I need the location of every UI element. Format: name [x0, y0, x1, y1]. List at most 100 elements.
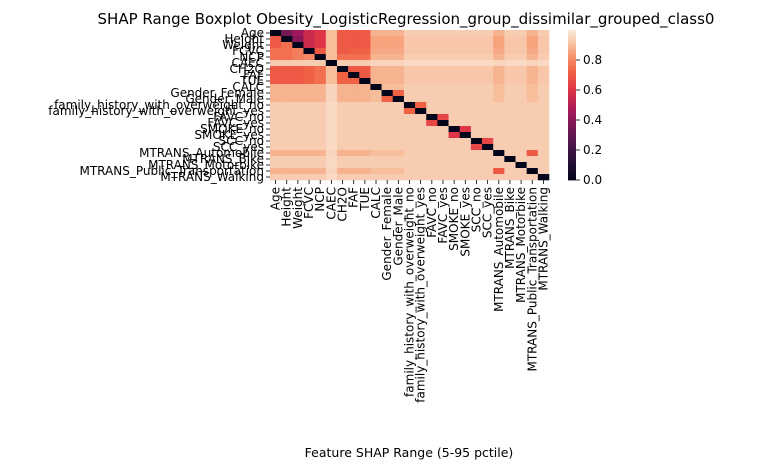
heatmap-cell — [459, 54, 472, 61]
heatmap-cell — [470, 108, 483, 115]
heatmap-cell — [381, 90, 394, 97]
colorbar-segment — [568, 95, 576, 98]
heatmap-cell — [515, 120, 527, 127]
heatmap-cell — [281, 96, 293, 103]
heatmap-cell — [426, 114, 438, 121]
heatmap-cell — [336, 102, 349, 109]
heatmap-cell — [370, 114, 382, 121]
heatmap-cell — [281, 78, 293, 85]
heatmap-cell — [325, 66, 338, 73]
heatmap-cell — [504, 78, 516, 85]
heatmap-cell — [281, 36, 293, 43]
heatmap-cell — [292, 30, 304, 37]
heatmap-cell — [504, 72, 516, 79]
heatmap-cell — [448, 168, 461, 175]
heatmap-cell — [325, 108, 338, 115]
heatmap-cell — [537, 102, 550, 109]
heatmap-cell — [348, 84, 360, 91]
heatmap-cell — [270, 48, 282, 55]
heatmap-cell — [493, 66, 505, 73]
heatmap-cell — [504, 96, 516, 103]
heatmap-cell — [281, 120, 293, 127]
heatmap-cell — [415, 54, 427, 61]
heatmap-cell — [437, 108, 449, 115]
heatmap-cell — [403, 132, 416, 139]
heatmap-cell — [314, 54, 327, 61]
x-tick-label: Age — [269, 187, 283, 210]
heatmap-cell — [336, 144, 349, 151]
heatmap-cell — [426, 96, 438, 103]
colorbar-segment — [568, 122, 576, 126]
heatmap-cell — [403, 126, 416, 133]
colorbar-segment — [568, 165, 576, 168]
heatmap-cell — [359, 90, 371, 97]
y-tick-label: Height — [224, 32, 264, 46]
heatmap-cell — [336, 138, 349, 145]
heatmap-cell — [437, 156, 449, 163]
heatmap-cell — [292, 72, 304, 79]
heatmap-cell — [381, 126, 394, 133]
heatmap-cell — [270, 36, 282, 43]
heatmap-cell — [426, 132, 438, 139]
heatmap-cell — [437, 42, 449, 49]
colorbar-segment — [568, 110, 576, 113]
heatmap-cell — [504, 84, 516, 91]
heatmap-cell — [281, 168, 293, 175]
heatmap-cell — [348, 54, 360, 61]
heatmap-cell — [370, 90, 382, 97]
heatmap-cell — [392, 30, 405, 37]
heatmap-cell — [470, 126, 483, 133]
heatmap-cell — [515, 168, 527, 175]
colorbar-segment — [568, 50, 576, 53]
heatmap-cell — [537, 156, 550, 163]
heatmap-cell — [348, 96, 360, 103]
heatmap-cell — [281, 144, 293, 151]
y-tick-label: MTRANS_Bike — [182, 152, 264, 166]
heatmap-cell — [459, 138, 472, 145]
heatmap-cell — [281, 114, 293, 121]
heatmap-cell — [314, 162, 327, 169]
x-tick-label: SMOKE_yes — [458, 187, 472, 257]
heatmap-cell — [381, 162, 394, 169]
heatmap-cell — [292, 174, 304, 181]
heatmap-cell — [493, 90, 505, 97]
heatmap-cell — [359, 108, 371, 115]
heatmap-cell — [437, 150, 449, 157]
heatmap-cell — [482, 156, 494, 163]
heatmap-cell — [526, 150, 539, 157]
y-tick-label: Gender_Male — [185, 92, 264, 106]
x-tick-label: SCC_yes — [481, 187, 495, 238]
heatmap-cell — [493, 60, 505, 67]
colorbar-segment — [568, 30, 576, 33]
heatmap-cell — [403, 108, 416, 115]
heatmap-cell — [515, 102, 527, 109]
heatmap-cell — [370, 144, 382, 151]
heatmap-cell — [325, 138, 338, 145]
heatmap-cell — [292, 96, 304, 103]
heatmap-cell — [370, 132, 382, 139]
colorbar-segment — [568, 152, 576, 156]
heatmap-cell — [336, 36, 349, 43]
heatmap-cell — [504, 60, 516, 67]
heatmap-cell — [325, 144, 338, 151]
colorbar-segment — [568, 85, 576, 88]
heatmap-cell — [415, 168, 427, 175]
heatmap-cell — [482, 54, 494, 61]
heatmap-cell — [515, 66, 527, 73]
heatmap-cell — [515, 84, 527, 91]
heatmap-cell — [359, 42, 371, 49]
heatmap-cell — [292, 150, 304, 157]
heatmap-cell — [526, 162, 539, 169]
x-tick-label: FAF — [347, 187, 361, 208]
heatmap-cell — [470, 132, 483, 139]
colorbar-segment — [568, 42, 576, 46]
heatmap-cell — [470, 138, 483, 145]
heatmap-cell — [515, 156, 527, 163]
heatmap-cell — [515, 42, 527, 49]
heatmap-cell — [515, 144, 527, 151]
heatmap-cell — [459, 174, 472, 181]
heatmap-cell — [482, 138, 494, 145]
heatmap-cell — [470, 114, 483, 121]
heatmap-cell — [426, 126, 438, 133]
heatmap-cell — [381, 36, 394, 43]
